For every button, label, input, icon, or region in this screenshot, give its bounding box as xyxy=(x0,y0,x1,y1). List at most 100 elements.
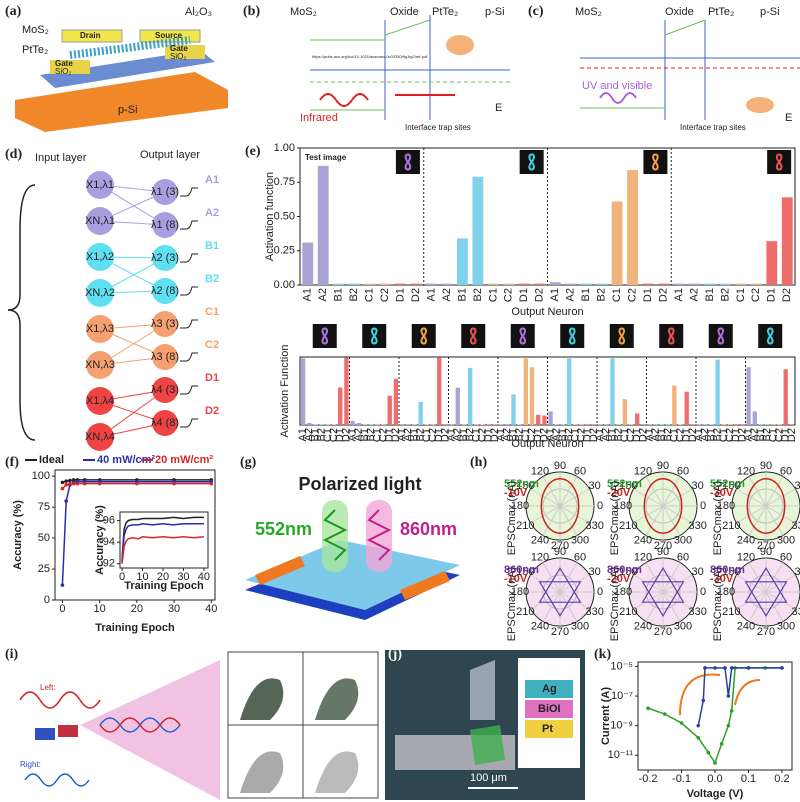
input-node xyxy=(86,171,114,199)
panel-label: (d) xyxy=(5,147,22,162)
y-axis-label: Activation Function xyxy=(279,345,291,438)
digit xyxy=(519,327,526,345)
node-label: λ2 (8) xyxy=(151,285,179,297)
node-label: λ3 (3) xyxy=(151,318,179,330)
bar xyxy=(771,424,776,425)
polar-curve xyxy=(643,478,683,534)
bar xyxy=(565,283,577,285)
x-tick-label: A1 xyxy=(396,428,408,441)
angle-label: 210 xyxy=(722,606,740,618)
wave xyxy=(24,773,90,787)
angle-label: 120 xyxy=(737,465,755,477)
panel-label: (b) xyxy=(243,4,260,19)
x-tick-label: D2 xyxy=(657,288,669,302)
x-tick-label: D2 xyxy=(736,428,748,442)
glasses xyxy=(35,728,55,740)
y-tick-label: 0 xyxy=(44,594,50,606)
angle-label: 30 xyxy=(795,566,800,578)
label: MoS₂ xyxy=(22,24,49,36)
point xyxy=(82,481,87,486)
plot-frame xyxy=(54,469,216,601)
x-tick-label: 20 xyxy=(157,571,169,583)
bias: -10V xyxy=(504,573,528,585)
bar xyxy=(735,283,747,285)
x-tick-label: B1 xyxy=(458,428,470,441)
point xyxy=(75,481,80,486)
x-tick-label: A2 xyxy=(551,428,563,441)
polar-spoke xyxy=(559,476,578,507)
bar xyxy=(443,424,448,425)
x-tick-label: B1 xyxy=(656,428,668,441)
bar xyxy=(461,424,467,425)
sweep-arrow xyxy=(734,679,761,706)
polar-spoke xyxy=(736,488,767,507)
polar-spoke xyxy=(530,505,561,524)
x-tick-label: A2 xyxy=(402,428,414,441)
x-tick-label: 10 xyxy=(94,603,106,615)
point xyxy=(729,666,734,670)
x-tick-label: C1 xyxy=(619,428,631,442)
bar xyxy=(505,424,510,425)
bar xyxy=(480,424,485,425)
angle-label: 270 xyxy=(551,626,569,638)
bar xyxy=(719,283,731,285)
wave xyxy=(599,92,637,104)
point xyxy=(703,666,707,670)
angle-label: 90 xyxy=(657,546,669,558)
x-tick-label: B2 xyxy=(712,428,724,441)
label: 860nm xyxy=(400,519,457,539)
angle-label: 240 xyxy=(634,621,652,633)
line xyxy=(121,523,204,563)
bar xyxy=(399,424,405,425)
panel-e: (e) Test image xyxy=(245,144,792,348)
angle-label: 30 xyxy=(692,480,704,492)
label: PtTe₂ xyxy=(22,44,48,56)
panel-j: (j) Ag BiOI Pt 100 μm xyxy=(385,647,585,800)
x-tick-label: C2 xyxy=(503,288,515,302)
label: Oxide xyxy=(390,6,419,18)
angle-label: 330 xyxy=(585,520,603,532)
label: Test image xyxy=(305,153,347,162)
label: SiO₂ xyxy=(170,52,186,61)
label: E xyxy=(495,102,502,114)
node-label: XN,λ1 xyxy=(85,215,115,227)
angle-label: 0 xyxy=(700,500,706,512)
x-tick-label: A1 xyxy=(549,288,561,301)
x-tick-label: C1 xyxy=(322,428,334,442)
wave xyxy=(19,691,101,709)
bar xyxy=(580,283,592,285)
angle-label: 210 xyxy=(619,606,637,618)
bar xyxy=(331,424,337,425)
tree xyxy=(240,678,284,720)
line xyxy=(121,516,204,561)
angle-label: 60 xyxy=(780,465,792,477)
x-tick-label: D1 xyxy=(433,428,445,442)
x-tick-label: A2 xyxy=(699,428,711,441)
polar-spoke xyxy=(765,574,796,593)
digit xyxy=(470,327,477,345)
bar xyxy=(350,420,355,425)
angle-label: 60 xyxy=(780,551,792,563)
film xyxy=(470,725,505,765)
line xyxy=(62,479,212,484)
label: p-Si xyxy=(760,6,780,18)
x-tick-label: D1 xyxy=(681,428,693,442)
y-tick-label: 100 xyxy=(32,470,50,482)
point xyxy=(723,666,727,670)
activation xyxy=(180,187,198,197)
x-tick-label: B2 xyxy=(596,288,608,301)
x-tick-label: D1 xyxy=(384,428,396,442)
angle-label: 180 xyxy=(614,586,632,598)
x-tick-label: D2 xyxy=(786,428,798,442)
output-node xyxy=(152,311,178,337)
electrode xyxy=(255,556,305,585)
bar xyxy=(554,424,559,425)
wavelength: 860nm xyxy=(607,564,642,576)
point xyxy=(60,486,65,491)
x-tick-label: B2 xyxy=(563,428,575,441)
x-tick-label: C1 xyxy=(364,288,376,302)
panel-b: (b) MoS₂ Oxide PtTe₂ p-Si Infrared E Int… xyxy=(243,4,510,132)
angle-label: 150 xyxy=(516,566,534,578)
label: SiO₂ xyxy=(55,67,71,76)
y-axis-label: EPSCmax (nA) xyxy=(712,481,724,556)
